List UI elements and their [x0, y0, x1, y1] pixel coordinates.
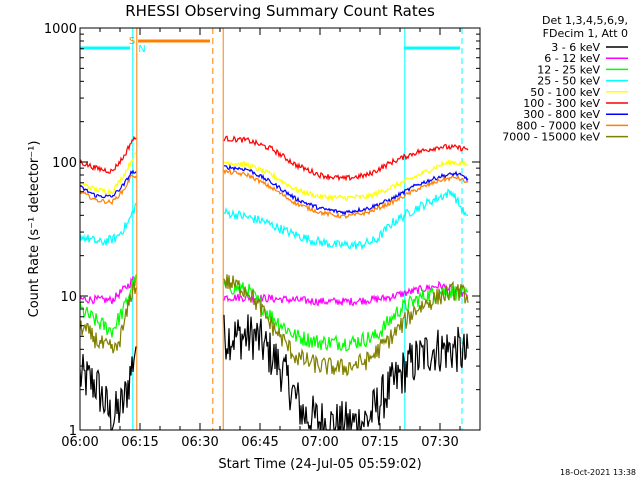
x-tick-label-06-45: 06:45: [241, 435, 278, 450]
x-tick-label-07-00: 07:00: [301, 435, 338, 450]
series-line-800-7000-kev-segment-2: [223, 169, 469, 220]
legend-label-300-800-kev: 300 - 800 keV: [523, 108, 600, 121]
y-tick-label-1: 1: [69, 424, 77, 439]
series-line-6-12-kev-segment-2: [223, 280, 469, 307]
y-tick-label-10: 10: [60, 290, 77, 305]
legend: Det 1,3,4,5,6,9, FDecim 1, Att 0 3 - 6 k…: [502, 14, 628, 144]
legend-label-100-300-kev: 100 - 300 keV: [523, 97, 600, 110]
flag-label-n: N: [138, 44, 145, 55]
series-line-3-6-kev-segment-1: [79, 346, 137, 431]
series-line-50-100-kev-segment-1: [79, 152, 137, 195]
series-line-25-50-kev-segment-1: [79, 202, 137, 247]
x-tick-label-07-30: 07:30: [421, 435, 458, 450]
series-line-12-25-kev-segment-1: [79, 274, 137, 338]
series-line-800-7000-kev-segment-1: [79, 174, 137, 206]
legend-label-50-100-kev: 50 - 100 keV: [530, 86, 600, 99]
flag-label-s: S: [129, 36, 135, 47]
x-tick-label-07-15: 07:15: [361, 435, 398, 450]
x-axis-label: Start Time (24-Jul-05 05:59:02): [218, 457, 421, 472]
series-line-300-800-kev-segment-2: [223, 164, 469, 216]
x-tick-label-06-00: 06:00: [61, 435, 98, 450]
x-tick-label-06-15: 06:15: [121, 435, 158, 450]
chart-title: RHESSI Observing Summary Count Rates: [125, 2, 435, 20]
series-line-100-300-kev-segment-2: [223, 135, 469, 182]
axes: 06:00 06:15 06:30 06:45 07:00 07:15 07:30 1 10 10…: [44, 22, 481, 450]
series-line-6-12-kev-segment-1: [79, 276, 137, 305]
y-tick-label-100: 100: [52, 156, 77, 171]
legend-label-12-25-kev: 12 - 25 keV: [537, 63, 600, 76]
series-line-100-300-kev-segment-1: [79, 135, 137, 174]
series-line-7000-15000-kev-segment-1: [79, 281, 137, 354]
series-lines: [79, 135, 469, 431]
series-line-300-800-kev-segment-1: [79, 169, 137, 199]
series-line-7000-15000-kev-segment-2: [223, 274, 469, 377]
y-axis-label: Count Rate (s⁻¹ detector⁻¹): [27, 141, 42, 318]
legend-header-line-1: Det 1,3,4,5,6,9,: [542, 14, 628, 27]
y-tick-label-1000: 1000: [44, 22, 77, 37]
legend-label-3-6-kev: 3 - 6 keV: [551, 41, 600, 54]
footer-date: 18-Oct-2021 13:38: [560, 468, 636, 477]
series-line-25-50-kev-segment-2: [223, 188, 469, 251]
flag-bars: SN: [80, 36, 460, 55]
series-line-3-6-kev-segment-2: [223, 314, 469, 431]
legend-label-7000-15000-kev: 7000 - 15000 keV: [502, 131, 600, 144]
series-line-50-100-kev-segment-2: [223, 159, 469, 203]
legend-label-800-7000-kev: 800 - 7000 keV: [516, 119, 600, 132]
legend-label-25-50-kev: 25 - 50 keV: [537, 75, 600, 88]
legend-header-line-2: FDecim 1, Att 0: [543, 27, 628, 40]
x-tick-label-06-30: 06:30: [181, 435, 218, 450]
legend-label-6-12-kev: 6 - 12 keV: [544, 52, 600, 65]
